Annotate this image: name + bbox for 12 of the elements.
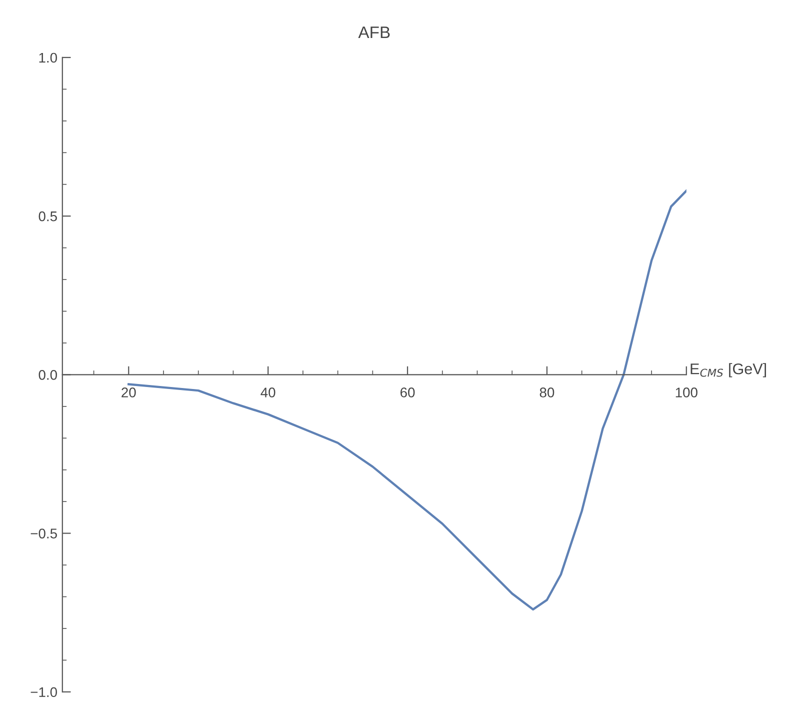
y-tick-label: 1.0 [39, 52, 57, 63]
x-tick-label: 80 [540, 388, 554, 398]
x-tick-label: 20 [122, 388, 136, 398]
y-tick-label: 0.0 [38, 370, 57, 380]
x-tick-label: 40 [260, 388, 276, 398]
chart-title: AFB [358, 26, 390, 38]
y-tick-label: −0.5 [30, 528, 57, 538]
x-tick-label: 60 [400, 388, 415, 398]
x-axis-title: E$_{CMS}$ [GeV] [690, 363, 766, 378]
y-tick-label: −1.0 [30, 687, 57, 698]
x-tick-label: 100 [676, 388, 698, 398]
y-tick-label: 0.5 [38, 211, 57, 222]
